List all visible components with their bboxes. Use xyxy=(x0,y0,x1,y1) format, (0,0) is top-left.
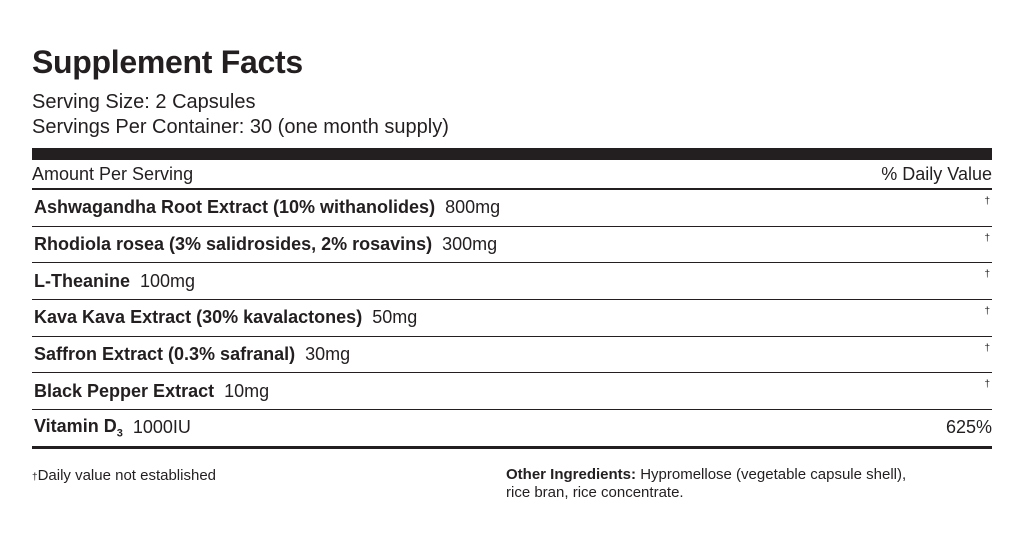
name-text: Kava Kava Extract (30% kavalactones) xyxy=(34,307,363,328)
ingredients-label: Other Ingredients: xyxy=(506,466,637,483)
serving-size: Serving Size: 2 Capsules xyxy=(32,91,256,113)
amount: 30mg xyxy=(305,344,351,365)
nutrient-name: Kava Kava Extract (30% kavalactones) xyxy=(34,307,362,328)
name-text: Saffron Extract (0.3% safranal) xyxy=(34,344,296,365)
amount: 800mg xyxy=(445,197,501,218)
name-text: Black Pepper Extract xyxy=(34,380,215,401)
footnote-symbol: † xyxy=(32,472,38,483)
ingredients-line: rice bran, rice concentrate. xyxy=(506,484,684,501)
other-ingredients: Other Ingredients: Hypromellose (vegetab… xyxy=(506,466,906,502)
name-text: Vitamin D xyxy=(34,416,117,437)
nutrient-row: Ashwagandha Root Extract (10% withanolid… xyxy=(32,190,992,227)
daily-value: † xyxy=(984,342,990,354)
servings-per-container: Servings Per Container: 30 (one month su… xyxy=(32,116,449,138)
daily-value: † xyxy=(984,269,990,281)
amount: 50mg xyxy=(372,307,418,328)
header-row: Amount Per Serving % Daily Value xyxy=(32,160,992,190)
amount: 100mg xyxy=(140,270,196,291)
nutrient-row: Kava Kava Extract (30% kavalactones) 50mg… xyxy=(32,300,992,337)
nutrient-name: Ashwagandha Root Extract (10% withanolid… xyxy=(34,197,435,218)
nutrient-row: Saffron Extract (0.3% safranal) 30mg † xyxy=(32,337,992,374)
footnote-text: Daily value not established xyxy=(37,467,217,484)
nutrient-name: Black Pepper Extract xyxy=(34,381,214,402)
name-subscript: 3 xyxy=(116,427,123,440)
nutrient-name: Rhodiola rosea (3% salidrosides, 2% rosa… xyxy=(34,234,432,255)
nutrient-row: L-Theanine 100mg † xyxy=(32,263,992,301)
nutrient-row: Rhodiola rosea (3% salidrosides, 2% rosa… xyxy=(32,227,992,264)
daily-value: † xyxy=(984,379,990,391)
nutrient-name: Vitamin D3 xyxy=(34,416,123,440)
daily-value: † xyxy=(984,196,990,207)
nutrient-name: L-Theanine xyxy=(34,271,130,292)
thick-rule xyxy=(32,148,992,160)
nutrient-name: Saffron Extract (0.3% safranal) xyxy=(34,344,295,365)
amount: 1000IU xyxy=(132,417,191,438)
name-text: Rhodiola rosea (3% salidrosides, 2% rosa… xyxy=(34,234,433,255)
amount: 10mg xyxy=(224,380,270,401)
name-text: Ashwagandha Root Extract (10% withanolid… xyxy=(34,197,436,218)
nutrient-row: Black Pepper Extract 10mg † xyxy=(32,373,992,411)
nutrient-row: Vitamin D3 1000IU 625% xyxy=(32,410,992,449)
header-cell: Amount Per Serving xyxy=(32,163,194,184)
header-cell: % Daily Value xyxy=(881,163,992,184)
footnote: †Daily value not established xyxy=(32,467,216,484)
daily-value: † xyxy=(984,306,990,318)
daily-value: 625% xyxy=(945,417,992,438)
facts-table: Amount Per Serving % Daily Value Ashwaga… xyxy=(32,160,992,449)
ingredients-text: Hypromellose (vegetable capsule shell), xyxy=(640,466,907,483)
daily-value: † xyxy=(984,232,990,244)
ingredients-line: Other Ingredients: Hypromellose (vegetab… xyxy=(506,466,906,484)
amount: 300mg xyxy=(442,234,498,255)
title: Supplement Facts xyxy=(32,44,303,80)
name-text: L-Theanine xyxy=(34,270,131,291)
